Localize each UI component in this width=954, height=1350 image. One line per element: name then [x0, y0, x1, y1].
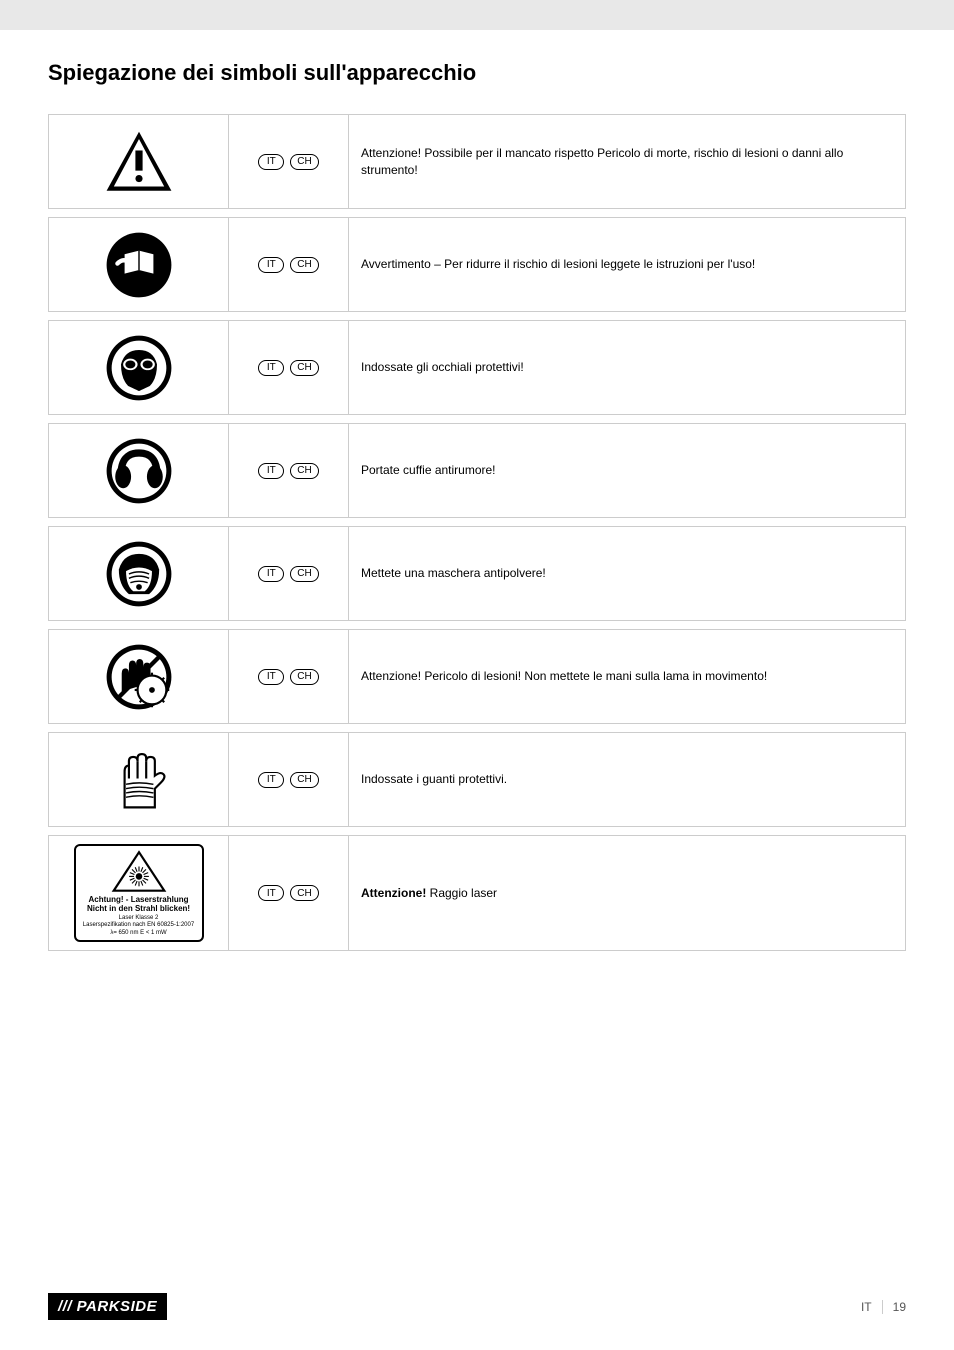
lang-cell: IT CH	[229, 836, 349, 950]
lang-pill: CH	[290, 669, 318, 685]
lang-cell: IT CH	[229, 630, 349, 723]
page-number-block: IT 19	[861, 1300, 906, 1314]
symbol-row: IT CH Attenzione! Possibile per il mancato…	[48, 114, 906, 209]
description-cell: Mettete una maschera antipolvere!	[349, 527, 905, 620]
description-cell: Portate cuffie antirumore!	[349, 424, 905, 517]
description-text: Attenzione! Pericolo di lesioni! Non met…	[361, 668, 767, 685]
brand-logo: /// PARKSIDE	[48, 1293, 167, 1320]
description-text: Indossate gli occhiali protettivi!	[361, 359, 524, 376]
footer-lang: IT	[861, 1300, 872, 1314]
description-text: Avvertimento – Per ridurre il rischio di…	[361, 256, 755, 273]
symbol-row: Achtung! - LaserstrahlungNicht in den St…	[48, 835, 906, 951]
symbol-row: IT CH Mettete una maschera antipolvere!	[48, 526, 906, 621]
laser-label-box: Achtung! - LaserstrahlungNicht in den St…	[74, 844, 204, 942]
page-heading: Spiegazione dei simboli sull'apparecchio	[48, 60, 906, 86]
symbol-row: IT CH Avvertimento – Per ridurre il rischi…	[48, 217, 906, 312]
lang-cell: IT CH	[229, 218, 349, 311]
lang-cell: IT CH	[229, 733, 349, 826]
lang-pill: CH	[290, 257, 318, 273]
description-text: Indossate i guanti protettivi.	[361, 771, 507, 788]
lang-pill: IT	[258, 566, 284, 582]
footer-divider	[882, 1300, 883, 1314]
description-cell: Attenzione! Raggio laser	[349, 836, 905, 950]
lang-cell: IT CH	[229, 424, 349, 517]
description-text: Attenzione! Raggio laser	[361, 885, 497, 902]
gloves-icon	[49, 733, 229, 826]
ear-protection-icon	[49, 424, 229, 517]
lang-cell: IT CH	[229, 115, 349, 208]
page-number: 19	[893, 1300, 906, 1314]
lang-pill: IT	[258, 257, 284, 273]
lang-pill: CH	[290, 463, 318, 479]
symbol-row: IT CH Portate cuffie antirumore!	[48, 423, 906, 518]
lang-pill: IT	[258, 463, 284, 479]
laser-warning-icon: Achtung! - LaserstrahlungNicht in den St…	[49, 836, 229, 950]
dust-mask-icon	[49, 527, 229, 620]
lang-pill: CH	[290, 566, 318, 582]
description-cell: Indossate i guanti protettivi.	[349, 733, 905, 826]
symbol-row: IT CH Indossate i guanti protettivi.	[48, 732, 906, 827]
page-content: Spiegazione dei simboli sull'apparecchio…	[0, 30, 954, 979]
goggles-icon	[49, 321, 229, 414]
description-text: Mettete una maschera antipolvere!	[361, 565, 546, 582]
lang-pill: CH	[290, 154, 318, 170]
description-cell: Avvertimento – Per ridurre il rischio di…	[349, 218, 905, 311]
description-text: Portate cuffie antirumore!	[361, 462, 496, 479]
description-cell: Indossate gli occhiali protettivi!	[349, 321, 905, 414]
lang-pill: IT	[258, 360, 284, 376]
blade-hand-icon	[49, 630, 229, 723]
lang-pill: IT	[258, 669, 284, 685]
lang-pill: CH	[290, 772, 318, 788]
lang-pill: IT	[258, 154, 284, 170]
symbol-row: IT CH Indossate gli occhiali protettivi!	[48, 320, 906, 415]
lang-pill: CH	[290, 360, 318, 376]
lang-pill: IT	[258, 772, 284, 788]
symbol-row: IT CH Attenzione! Pericolo di lesioni! Non…	[48, 629, 906, 724]
lang-cell: IT CH	[229, 321, 349, 414]
description-cell: Attenzione! Pericolo di lesioni! Non met…	[349, 630, 905, 723]
warning-triangle-icon	[49, 115, 229, 208]
read-manual-icon	[49, 218, 229, 311]
top-bar	[0, 0, 954, 30]
lang-cell: IT CH	[229, 527, 349, 620]
symbol-rows: IT CH Attenzione! Possibile per il mancato…	[48, 114, 906, 951]
lang-pill: CH	[290, 885, 318, 901]
description-cell: Attenzione! Possibile per il mancato ris…	[349, 115, 905, 208]
lang-pill: IT	[258, 885, 284, 901]
page-footer: /// PARKSIDE IT 19	[48, 1293, 906, 1320]
description-text: Attenzione! Possibile per il mancato ris…	[361, 145, 893, 179]
